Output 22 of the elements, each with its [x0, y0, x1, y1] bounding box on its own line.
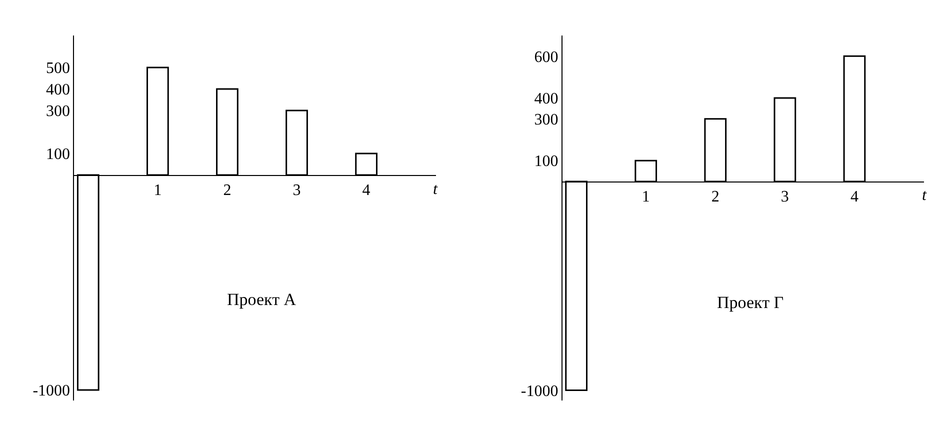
x-tick-label: 4	[850, 188, 858, 206]
x-tick-label: 4	[362, 182, 370, 200]
x-tick-label: 1	[154, 182, 162, 200]
text: Проект А	[227, 290, 297, 309]
y-tick-label: 300	[534, 111, 558, 128]
y-tick-label: 600	[534, 48, 558, 66]
x-axis-title: t	[433, 181, 438, 198]
y-tick-label: 100	[534, 153, 558, 170]
y-tick-label: 500	[46, 60, 70, 78]
y-tick-label: 100	[46, 146, 70, 164]
y-tick-label: 300	[46, 103, 70, 120]
x-tick-label: 3	[780, 188, 789, 206]
y-tick-label: 400	[46, 82, 70, 99]
x-axis-title: t	[922, 187, 927, 204]
y-tick-label: 400	[534, 90, 558, 108]
y-tick-label: -1000	[32, 382, 70, 400]
x-tick-label: 1	[642, 188, 650, 206]
y-tick-label: -1000	[520, 382, 558, 400]
text: Проект Г	[717, 293, 784, 312]
x-tick-label: 2	[223, 182, 232, 200]
x-tick-label: 2	[711, 188, 720, 206]
x-tick-label: 3	[292, 182, 301, 200]
